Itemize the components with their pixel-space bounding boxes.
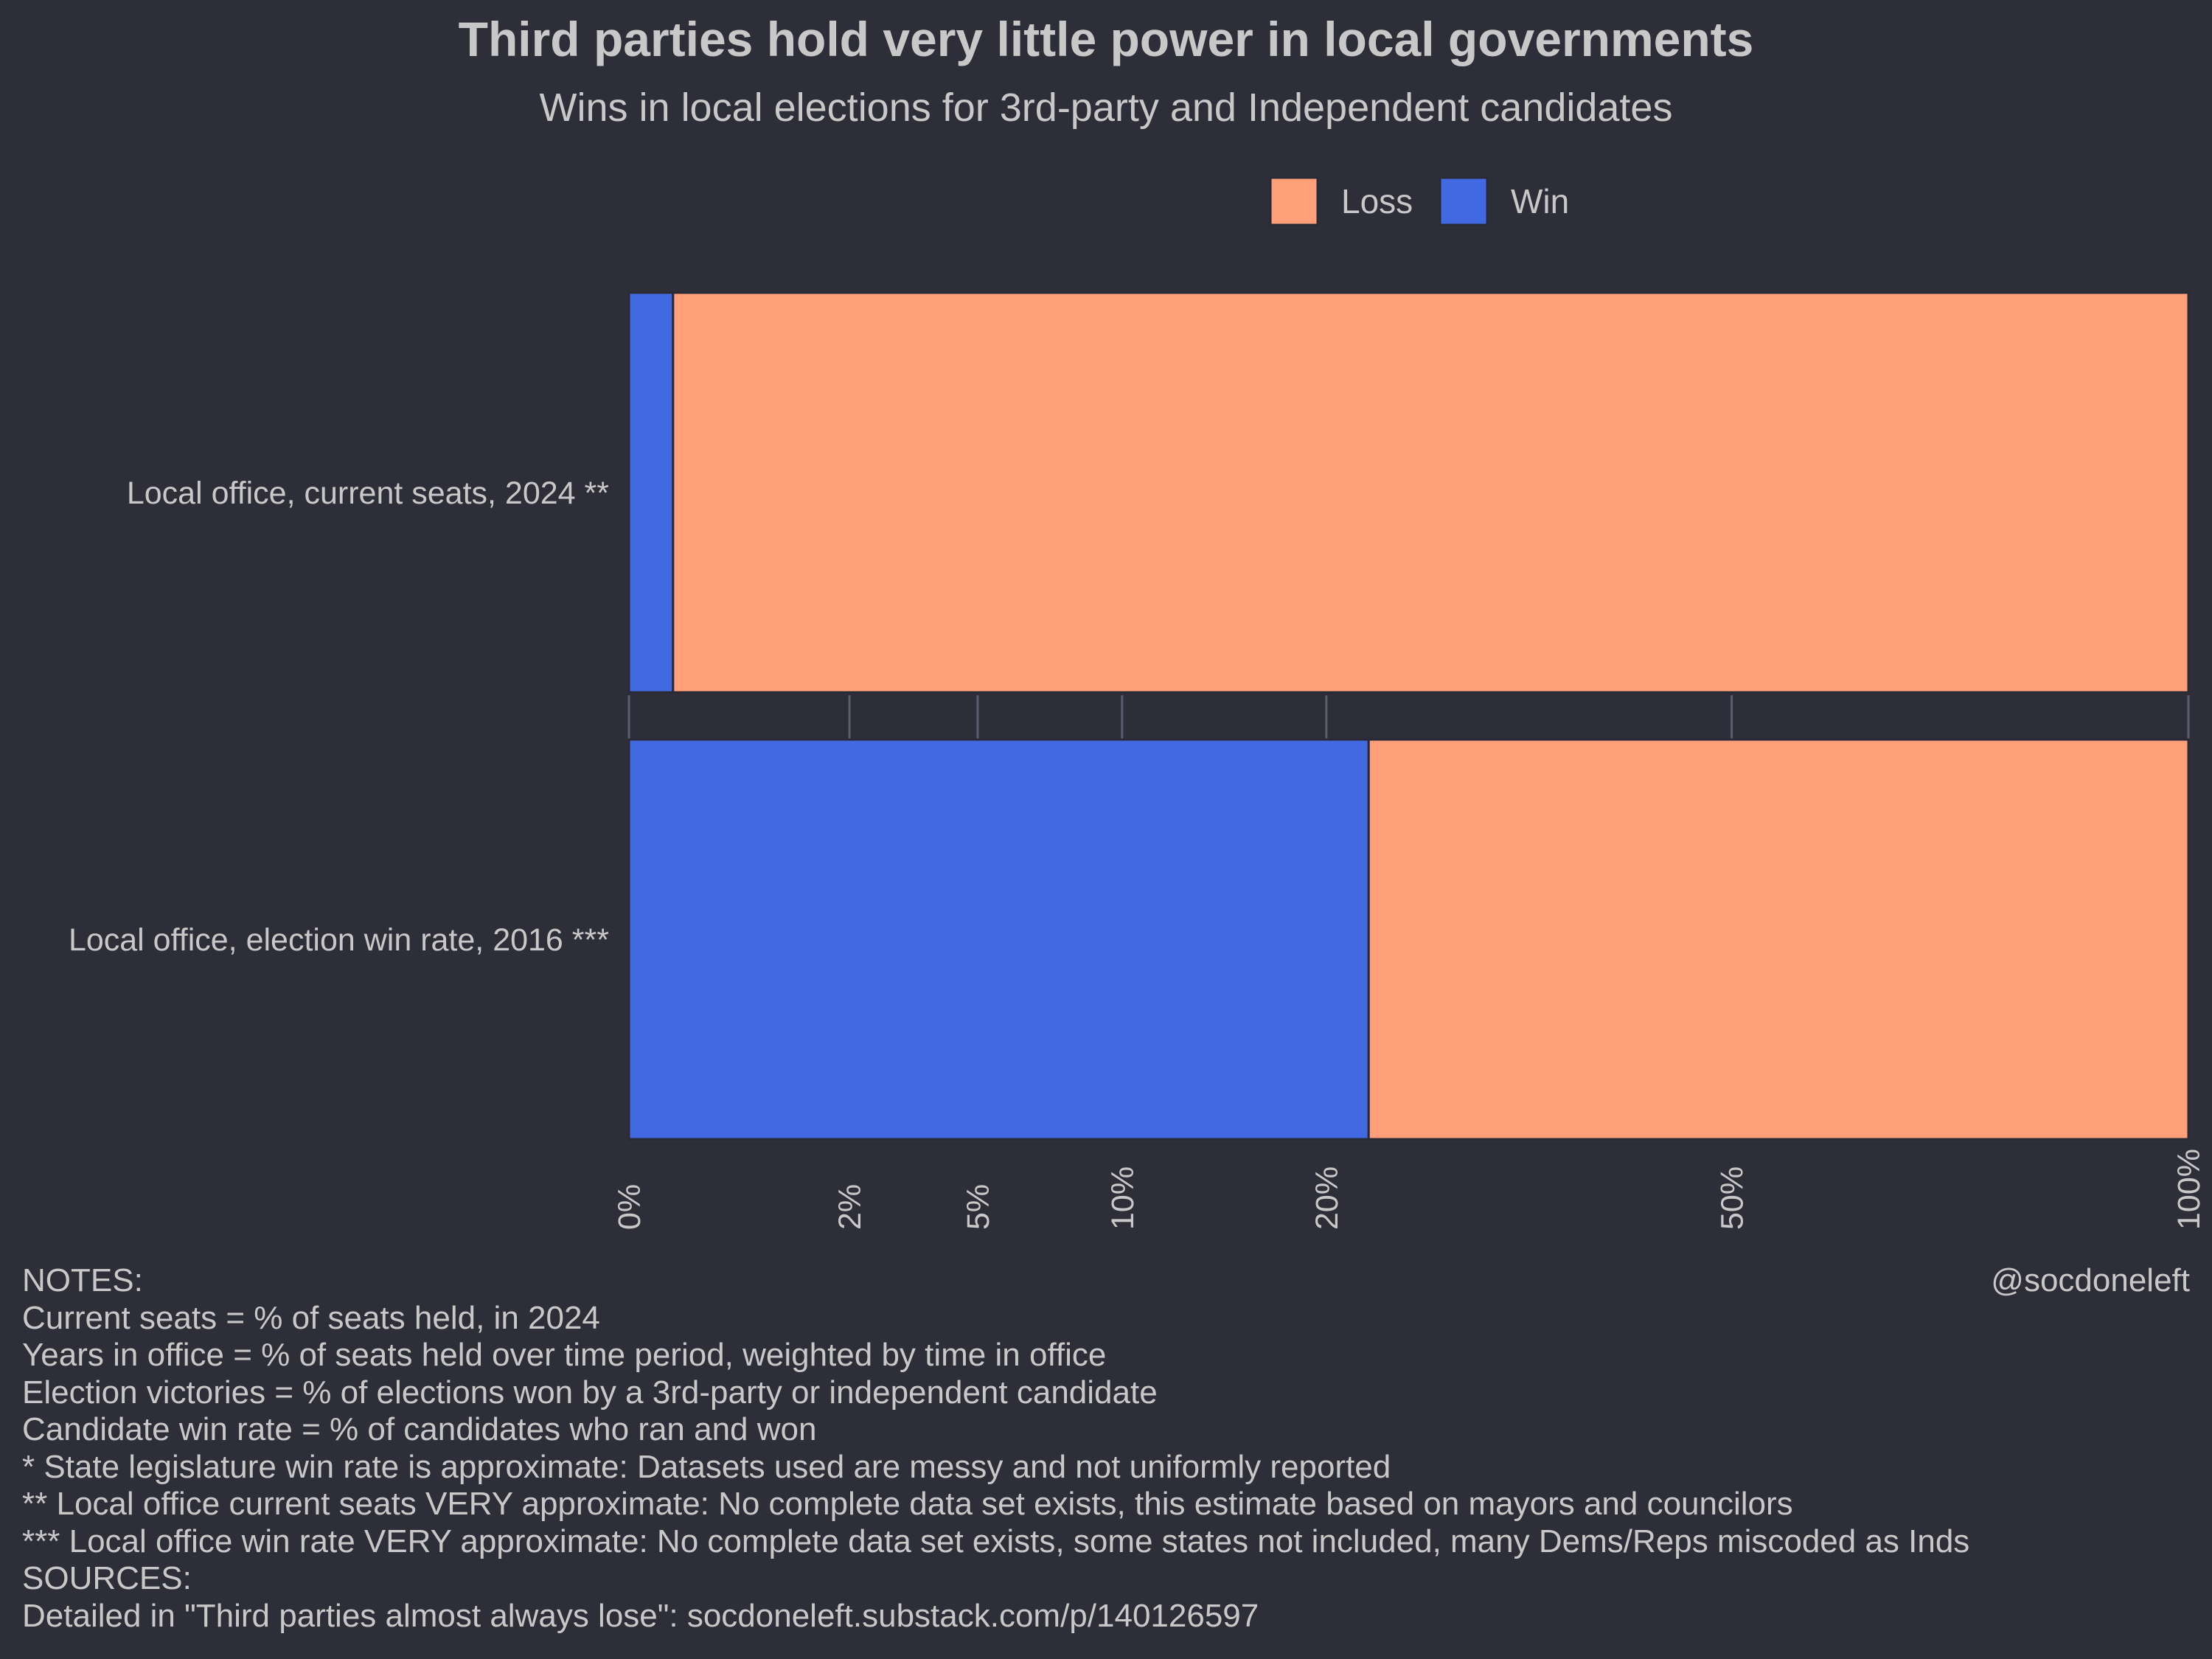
notes-line: Candidate win rate = % of candidates who… xyxy=(22,1411,817,1447)
notes-line: ** Local office current seats VERY appro… xyxy=(22,1486,1793,1522)
x-tick-label: 5% xyxy=(961,1184,996,1230)
chart-subtitle: Wins in local elections for 3rd-party an… xyxy=(540,86,1673,130)
x-tick-label: 100% xyxy=(2171,1149,2207,1230)
x-tick-labels: 0% 2% 5% 10% 20% 50% 100% xyxy=(612,1149,2207,1230)
x-tick-label: 20% xyxy=(1310,1166,1345,1230)
notes-line: Election victories = % of elections won … xyxy=(22,1374,1158,1411)
notes-line: SOURCES: xyxy=(22,1560,192,1596)
notes-line: Years in office = % of seats held over t… xyxy=(22,1337,1107,1373)
notes-line: NOTES: xyxy=(22,1262,143,1298)
category-label: Local office, election win rate, 2016 **… xyxy=(69,922,609,958)
legend-swatch xyxy=(1269,176,1319,226)
legend-label: Loss xyxy=(1341,182,1413,220)
chart-title: Third parties hold very little power in … xyxy=(459,12,1754,66)
legend: Loss Win xyxy=(1269,176,1569,226)
chart-titles: Third parties hold very little power in … xyxy=(459,12,1754,130)
bars xyxy=(627,291,2190,1141)
legend-label: Win xyxy=(1511,182,1569,220)
notes-line: *** Local office win rate VERY approxima… xyxy=(22,1523,1970,1559)
category-labels: Local office, current seats, 2024 ** Loca… xyxy=(69,476,609,958)
legend-swatch xyxy=(1439,176,1489,226)
plot-area: Local office, current seats, 2024 ** Loca… xyxy=(69,291,2207,1230)
bar-loss xyxy=(1367,738,2190,1141)
x-tick-label: 2% xyxy=(832,1184,868,1230)
author-credit: @socdoneleft xyxy=(1991,1262,2190,1298)
notes-line: Detailed in "Third parties almost always… xyxy=(22,1597,1259,1634)
bar-win xyxy=(627,738,1370,1141)
notes: NOTES: Current seats = % of seats held, … xyxy=(22,1262,2160,1635)
bar-win xyxy=(627,291,675,694)
x-tick-label: 10% xyxy=(1105,1166,1141,1230)
x-tick-label: 50% xyxy=(1715,1166,1750,1230)
category-label: Local office, current seats, 2024 ** xyxy=(127,476,609,511)
x-tick-label: 0% xyxy=(612,1184,647,1230)
bar-loss xyxy=(672,291,2190,694)
grid xyxy=(627,695,2190,740)
notes-line: Current seats = % of seats held, in 2024 xyxy=(22,1299,600,1336)
notes-line: * State legislature win rate is approxim… xyxy=(22,1448,1391,1485)
